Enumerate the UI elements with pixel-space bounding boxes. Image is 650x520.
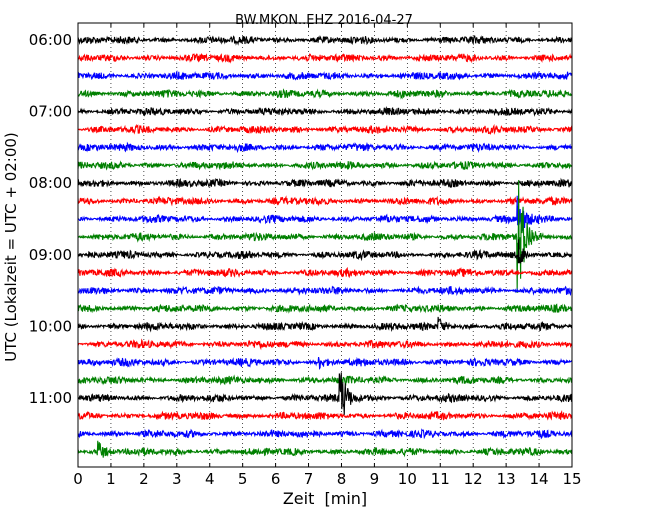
- x-tick-label: 12: [464, 470, 483, 488]
- trace-1000: [77, 316, 573, 333]
- trace-0830: [77, 195, 573, 232]
- x-tick-label: 1: [106, 470, 116, 488]
- hour-label: 09:00: [29, 246, 72, 264]
- x-tick-label: 15: [562, 470, 581, 488]
- x-tick-label: 5: [238, 470, 248, 488]
- trace-0645: [77, 88, 573, 100]
- x-tick-label: 4: [205, 470, 215, 488]
- trace-0615: [77, 52, 573, 64]
- trace-1115: [77, 410, 573, 421]
- trace-0945: [77, 303, 573, 314]
- x-tick-label: 6: [271, 470, 281, 488]
- trace-0715: [77, 123, 573, 135]
- trace-0745: [77, 160, 573, 171]
- y-axis-label: UTC (Lokalzeit = UTC + 02:00): [2, 132, 20, 362]
- hour-label: 06:00: [29, 31, 72, 49]
- trace-0800: [77, 177, 573, 189]
- hour-label: 11:00: [29, 389, 72, 407]
- traces: [77, 34, 573, 458]
- plot-frame: [77, 22, 573, 468]
- trace-0915: [77, 266, 573, 279]
- trace-0930: [77, 285, 573, 297]
- trace-1100: [77, 372, 573, 415]
- trace-0630: [77, 70, 573, 81]
- x-tick-label: 11: [431, 470, 450, 488]
- trace-1030: [77, 356, 573, 371]
- trace-0845: [77, 180, 573, 293]
- trace-0700: [77, 105, 573, 117]
- x-tick-label: 3: [172, 470, 182, 488]
- trace-1145: [77, 440, 573, 458]
- x-axis-label: Zeit [min]: [283, 489, 367, 508]
- hour-label: 07:00: [29, 103, 72, 121]
- x-tick-label: 8: [337, 470, 347, 488]
- trace-1045: [77, 374, 573, 387]
- x-axis-ticks: 0 1 2 3 4 5 6 7 8 9 10 11 12 13 14 15: [73, 23, 582, 488]
- x-tick-label: 7: [304, 470, 314, 488]
- chart-title: BW.MKON..EHZ 2016-04-27: [235, 13, 413, 28]
- trace-0900: [77, 239, 573, 264]
- hour-label: 10:00: [29, 317, 72, 335]
- y-axis-ticks: 06:00 07:00 08:00 09:00 10:00 11:00: [29, 31, 572, 407]
- x-tick-label: 2: [139, 470, 149, 488]
- trace-0815: [77, 195, 573, 207]
- x-tick-label: 13: [497, 470, 516, 488]
- trace-0730: [77, 141, 573, 154]
- trace-1015: [77, 338, 573, 351]
- x-tick-label: 14: [530, 470, 549, 488]
- hour-label: 08:00: [29, 174, 72, 192]
- x-tick-label: 0: [73, 470, 83, 488]
- x-tick-label: 10: [398, 470, 417, 488]
- trace-0600: [77, 34, 573, 46]
- x-tick-label: 9: [370, 470, 380, 488]
- trace-1130: [77, 428, 573, 440]
